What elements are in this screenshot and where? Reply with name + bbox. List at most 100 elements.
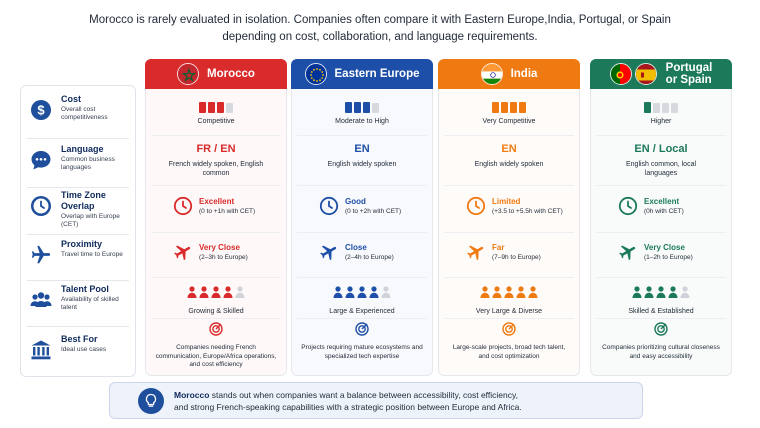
timezone-cell: Excellent (0 to +1h with CET) <box>145 196 287 216</box>
clock-icon <box>173 196 193 216</box>
dollar-icon: $ <box>29 98 53 122</box>
person-icon <box>381 285 391 303</box>
talent-meter <box>291 285 433 303</box>
clock-icon <box>618 196 638 216</box>
building-icon <box>29 338 53 362</box>
morocco-flag <box>177 63 200 85</box>
person-icon <box>528 285 538 303</box>
summary-line-1: stands out when companies want a balance… <box>209 389 518 400</box>
cost-label: Moderate to High <box>335 118 389 125</box>
cost-bar <box>208 102 215 113</box>
proximity-main: Very Close <box>199 242 240 252</box>
criterion-sub: Availability of skilled talent <box>61 296 119 311</box>
language-main: EN / Local <box>634 143 688 155</box>
timezone-main: Limited <box>492 196 521 206</box>
person-icon <box>504 285 514 303</box>
cost-meter <box>291 101 433 113</box>
criterion-title: Proximity <box>61 239 103 249</box>
eu-flag <box>304 63 327 85</box>
region-column: Morocco Competitive FR / EN French widely s… <box>145 59 287 376</box>
cost-bar <box>662 103 669 113</box>
svg-text:$: $ <box>37 103 45 118</box>
person-icon <box>187 285 197 303</box>
person-icon <box>199 285 209 303</box>
plane-icon <box>29 243 53 267</box>
person-icon <box>632 285 642 303</box>
region-name: India <box>510 68 538 80</box>
criterion-sub: Travel time to Europe <box>61 251 123 258</box>
cost-label: Very Competitive <box>482 118 536 125</box>
language-cell: EN English widely spoken <box>291 143 433 169</box>
talent-meter <box>438 285 580 303</box>
region-header: India <box>438 59 580 89</box>
criterion-talent-pool: Talent Pool Availability of skilled talen… <box>21 284 135 312</box>
timezone-main: Excellent <box>199 196 235 206</box>
cost-bar <box>217 102 224 113</box>
language-sub: English common, local languages <box>625 161 697 177</box>
timezone-cell: Limited (+3.5 to +5.5h with CET) <box>438 196 580 216</box>
summary-text: Morocco stands out when companies want a… <box>174 389 522 413</box>
criterion-title: Time Zone Overlap <box>61 190 106 211</box>
language-sub: French widely spoken, English common <box>168 161 264 177</box>
person-icon <box>211 285 221 303</box>
talent-label: Skilled & Established <box>628 308 694 315</box>
timezone-sub: (+3.5 to +5.5h with CET) <box>492 207 563 215</box>
criterion-sub: Overlap with Europe (CET) <box>61 213 120 228</box>
region-name: Portugal <box>665 62 713 74</box>
person-icon <box>644 285 654 303</box>
cost-bar <box>363 102 370 113</box>
best-for-cell: Projects requiring mature ecosystems and… <box>291 322 433 361</box>
person-icon <box>656 285 666 303</box>
proximity-cell: Very Close (1–2h to Europe) <box>590 242 732 262</box>
language-main: FR / EN <box>196 143 236 155</box>
region-column: Eastern Europe Moderate to High EN English … <box>291 59 433 376</box>
clock-icon <box>319 196 339 216</box>
cost-meter <box>438 101 580 113</box>
proximity-main: Very Close <box>644 242 685 252</box>
timezone-main: Excellent <box>644 196 680 206</box>
person-icon <box>516 285 526 303</box>
cost-label: Higher <box>650 118 672 125</box>
talent-meter <box>590 285 732 303</box>
cost-bar <box>354 102 361 113</box>
language-cell: EN English widely spoken <box>438 143 580 169</box>
clock-icon <box>29 194 53 218</box>
cost-meter <box>590 101 732 113</box>
region-name-line-2: or Spain <box>665 74 712 86</box>
cost-cell: Very Competitive <box>438 101 580 125</box>
person-icon <box>668 285 678 303</box>
talent-label: Very Large & Diverse <box>475 308 543 315</box>
cost-bar <box>501 102 508 113</box>
proximity-sub: (7–9h to Europe) <box>492 253 541 261</box>
cost-cell: Competitive <box>145 101 287 125</box>
criterion-title: Cost <box>61 94 81 104</box>
region-column: Portugal or Spain Higher EN / Local English … <box>590 59 732 376</box>
cost-bar <box>226 103 233 113</box>
best-for-cell: Large-scale projects, broad tech talent,… <box>438 322 580 361</box>
language-cell: FR / EN French widely spoken, English com… <box>145 143 287 178</box>
target-icon <box>438 322 580 341</box>
intro-text: Morocco is rarely evaluated in isolation… <box>40 12 720 46</box>
best-for-text: Large-scale projects, broad tech talent,… <box>452 344 566 360</box>
summary-lead: Morocco <box>174 389 210 400</box>
cost-bar <box>372 103 379 113</box>
people-icon <box>29 288 53 312</box>
portugal-flag <box>609 63 632 85</box>
timezone-sub: (0 to +2h with CET) <box>345 207 402 215</box>
talent-cell: Skilled & Established <box>590 285 732 315</box>
criterion-cost: $ Cost Overall cost competitiveness <box>21 94 135 122</box>
proximity-main: Far <box>492 242 505 252</box>
plane-icon <box>173 242 193 262</box>
proximity-cell: Very Close (2–3h to Europe) <box>145 242 287 262</box>
target-icon <box>291 322 433 341</box>
criterion-best-for: Best For Ideal use cases <box>21 334 135 362</box>
plane-icon <box>319 242 339 262</box>
target-icon <box>590 322 732 341</box>
criterion-proximity: Proximity Travel time to Europe <box>21 239 135 267</box>
language-sub: English widely spoken <box>327 161 397 168</box>
intro-line-2: depending on cost, collaboration, and la… <box>222 31 538 43</box>
person-icon <box>680 285 690 303</box>
criteria-column: $ Cost Overall cost competitiveness Langu… <box>20 85 136 377</box>
criterion-sub: Ideal use cases <box>61 346 107 353</box>
region-name: Morocco <box>207 68 255 80</box>
